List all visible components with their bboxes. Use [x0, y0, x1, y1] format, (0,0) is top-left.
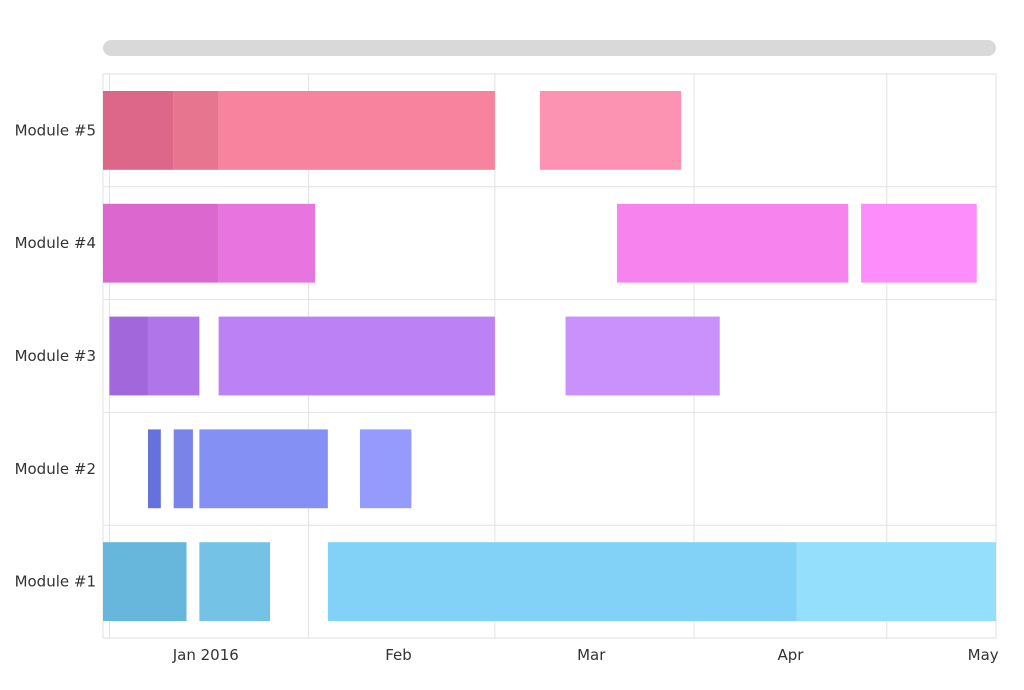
category-label: Module #1 — [15, 573, 96, 591]
category-label: Module #2 — [15, 460, 96, 478]
task-bar — [861, 203, 977, 283]
x-tick-label: Jan 2016 — [172, 646, 239, 664]
task-bar — [359, 429, 412, 509]
task-bar — [218, 316, 495, 396]
x-tick-label: Apr — [777, 646, 804, 664]
task-bar — [565, 316, 720, 396]
task-bar — [539, 91, 682, 170]
task-bar — [173, 91, 219, 170]
task-bar — [327, 542, 797, 621]
task-bar — [103, 542, 187, 621]
x-tick-label: Mar — [577, 646, 606, 664]
task-bar — [109, 316, 148, 396]
task-bar — [218, 91, 495, 170]
task-bar — [796, 542, 996, 621]
task-bar — [218, 203, 316, 283]
task-bar — [103, 91, 174, 170]
x-tick-label: Feb — [385, 646, 412, 664]
x-tick-label: May — [968, 646, 999, 664]
task-bar — [199, 429, 328, 509]
task-bar — [147, 429, 161, 509]
category-label: Module #3 — [15, 347, 96, 365]
category-label: Module #4 — [15, 234, 96, 252]
task-bar — [616, 203, 849, 283]
task-bar — [147, 316, 200, 396]
plot-area-border — [102, 73, 997, 639]
category-label: Module #5 — [15, 121, 96, 139]
task-bar — [173, 429, 193, 509]
horizontal-scrollbar[interactable] — [103, 40, 996, 56]
task-bar — [103, 203, 219, 283]
task-bar — [199, 542, 271, 621]
